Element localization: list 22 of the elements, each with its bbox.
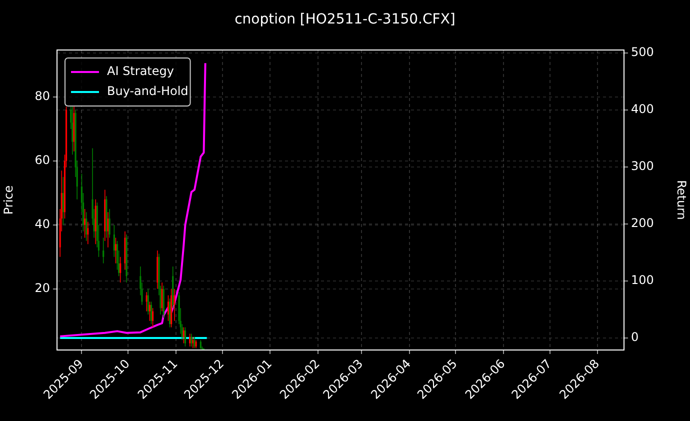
- candlestick: [184, 326, 186, 347]
- y-tick-label: 40: [34, 217, 50, 232]
- candlestick: [87, 221, 89, 245]
- candlestick: [114, 237, 117, 264]
- y-tick-label: 60: [34, 153, 50, 168]
- y2-tick-label: 0: [631, 330, 639, 344]
- y-tick-label: 80: [34, 89, 50, 104]
- legend-label: Buy-and-Hold: [107, 84, 188, 98]
- candlestick: [167, 294, 170, 322]
- y-tick-label: 20: [34, 281, 50, 296]
- y2-tick-label: 200: [631, 216, 654, 230]
- candlestick: [152, 308, 154, 328]
- y2-tick-label: 500: [631, 44, 654, 59]
- y2-tick-label: 400: [631, 102, 654, 116]
- candlestick: [174, 288, 176, 322]
- y2-tick-label: 100: [631, 273, 654, 288]
- y-axis-title: Price: [1, 185, 16, 215]
- y2-tick-label: 300: [631, 159, 654, 174]
- chart-title: cnoption [HO2511-C-3150.CFX]: [234, 12, 456, 28]
- legend-label: AI Strategy: [107, 64, 174, 78]
- y2-axis-title: Return: [674, 180, 689, 220]
- candlestick: [120, 256, 122, 283]
